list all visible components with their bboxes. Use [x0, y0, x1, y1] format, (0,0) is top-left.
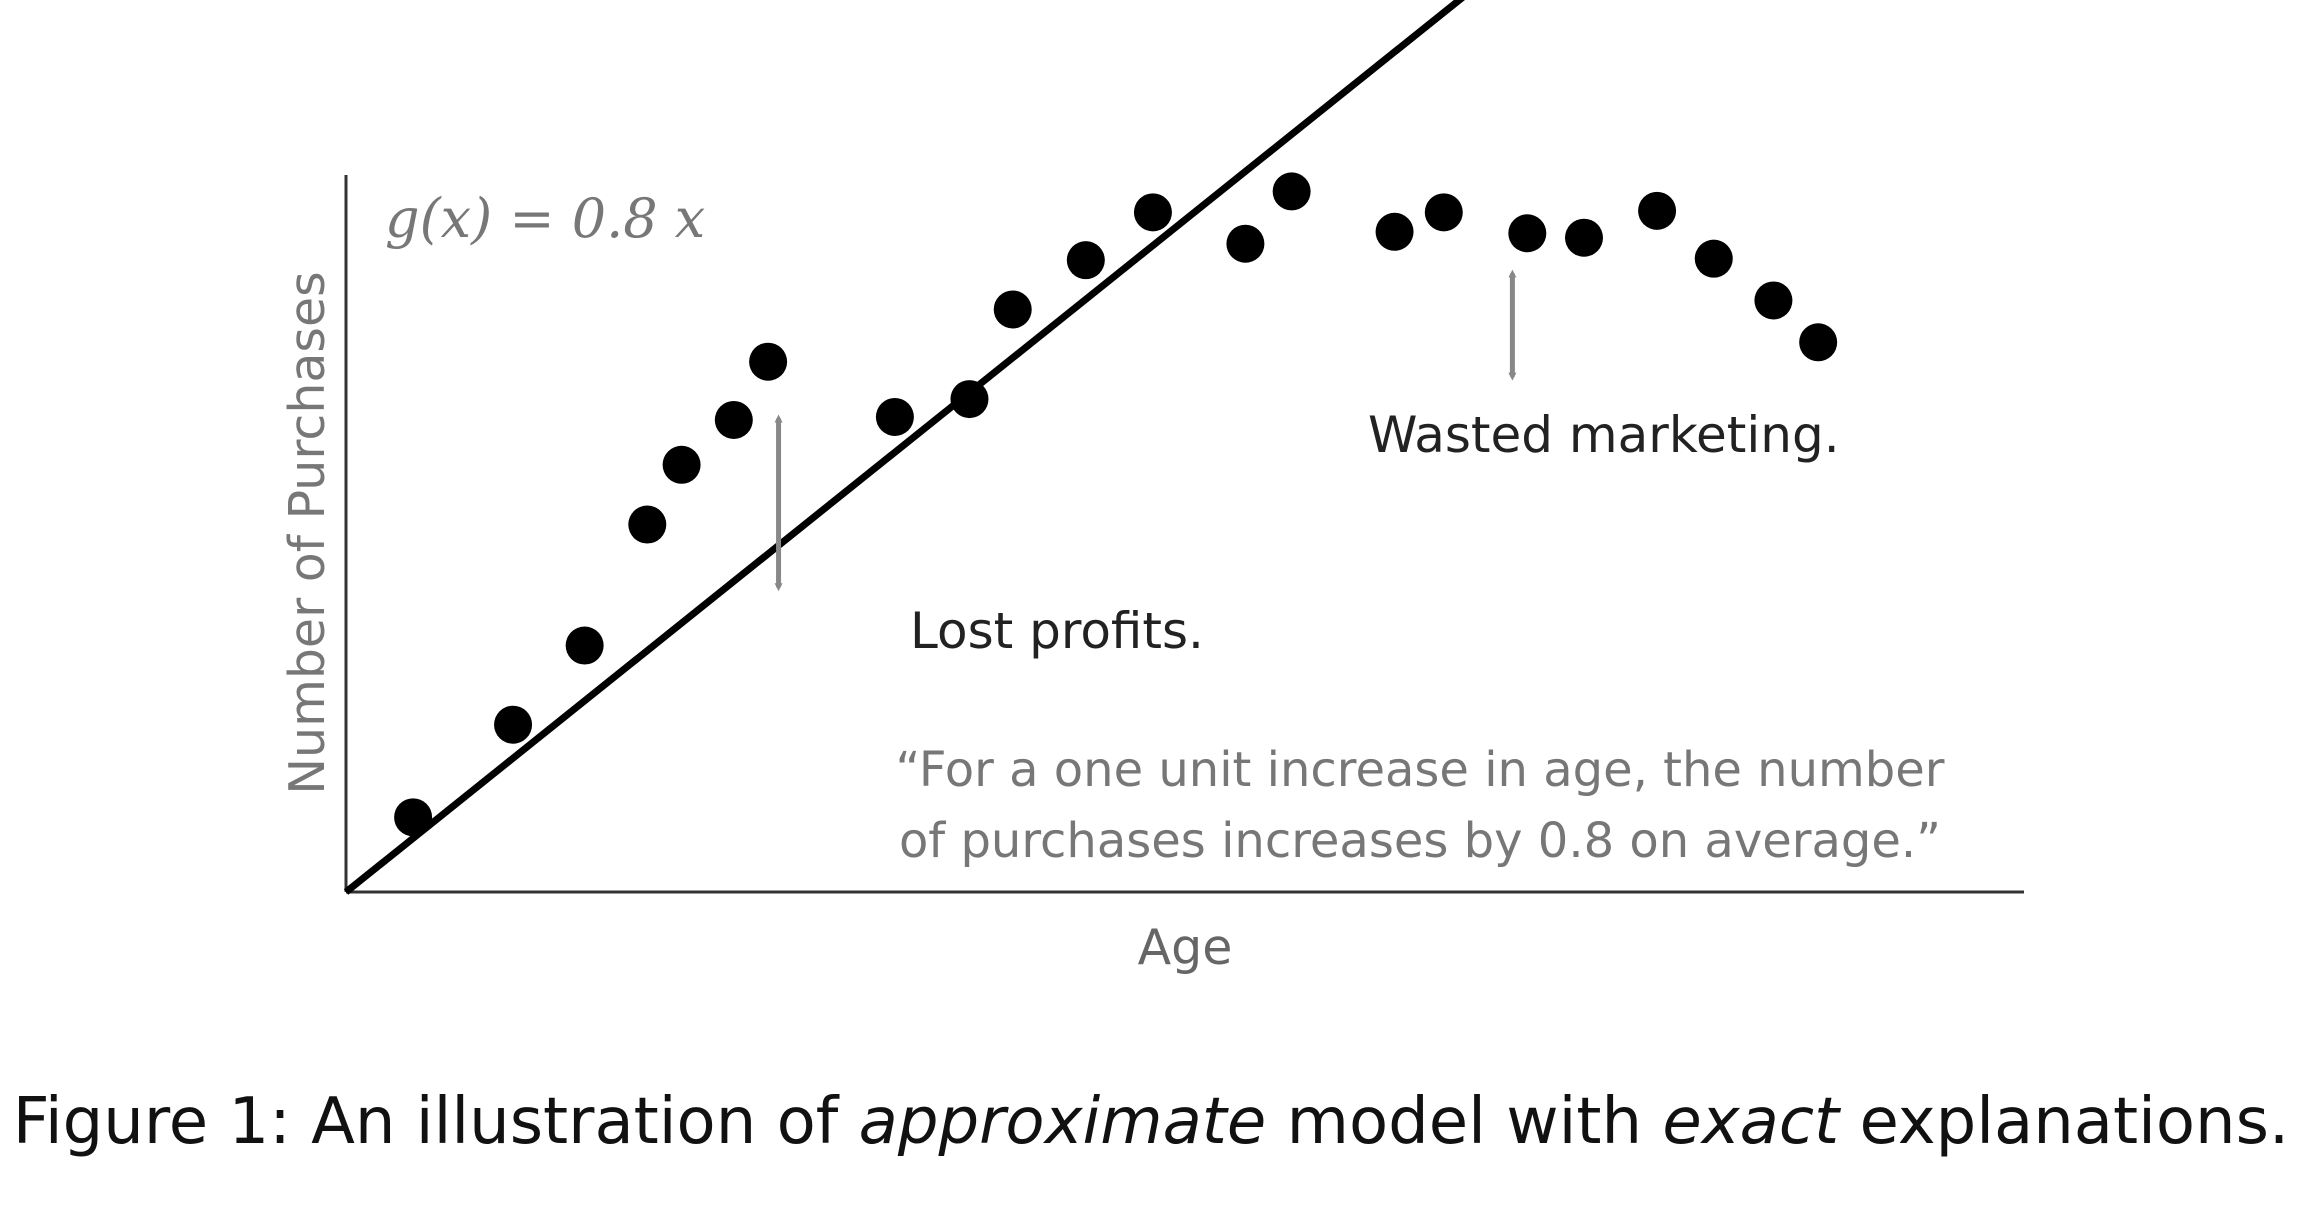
quote-line-1: “For a one unit increase in age, the num…	[895, 742, 1944, 798]
data-point	[394, 798, 433, 837]
data-point	[749, 342, 788, 381]
data-point	[993, 290, 1032, 329]
data-point	[1375, 212, 1414, 251]
y-axis-label: Number of Purchases	[279, 271, 336, 794]
data-point	[1066, 241, 1105, 280]
data-point	[1799, 323, 1838, 362]
caption-middle: model with	[1266, 1085, 1663, 1159]
data-point	[1754, 281, 1793, 320]
data-point	[714, 400, 753, 439]
data-point	[1226, 224, 1265, 263]
data-point	[1564, 218, 1603, 257]
data-point	[1272, 172, 1311, 211]
caption-emphasis-exact: exact	[1662, 1085, 1840, 1159]
data-point	[494, 705, 533, 744]
caption-emphasis-approximate: approximate	[858, 1085, 1267, 1159]
data-point	[1638, 191, 1677, 230]
data-point	[875, 397, 914, 436]
arrows-group	[774, 269, 1517, 592]
data-point	[565, 626, 604, 665]
points-group	[394, 172, 1838, 837]
x-axis-label: Age	[1138, 919, 1233, 976]
data-point	[1508, 214, 1547, 253]
data-point	[950, 380, 989, 419]
caption-suffix: explanations.	[1839, 1085, 2290, 1159]
data-point	[628, 505, 667, 544]
scatter-chart: g(x) = 0.8 x Lost profits. Wasted market…	[279, 0, 2024, 976]
lost-profits-label: Lost profits.	[910, 602, 1204, 660]
data-point	[1694, 239, 1733, 278]
data-point	[1424, 193, 1463, 232]
formula-label: g(x) = 0.8 x	[385, 187, 705, 250]
caption-prefix: Figure 1: An illustration of	[12, 1085, 859, 1159]
data-point	[1133, 193, 1172, 232]
wasted-marketing-label: Wasted marketing.	[1368, 406, 1840, 464]
figure-caption: Figure 1: An illustration of approximate…	[0, 1085, 2302, 1159]
data-point	[662, 445, 701, 484]
quote-line-2: of purchases increases by 0.8 on average…	[899, 813, 1941, 869]
